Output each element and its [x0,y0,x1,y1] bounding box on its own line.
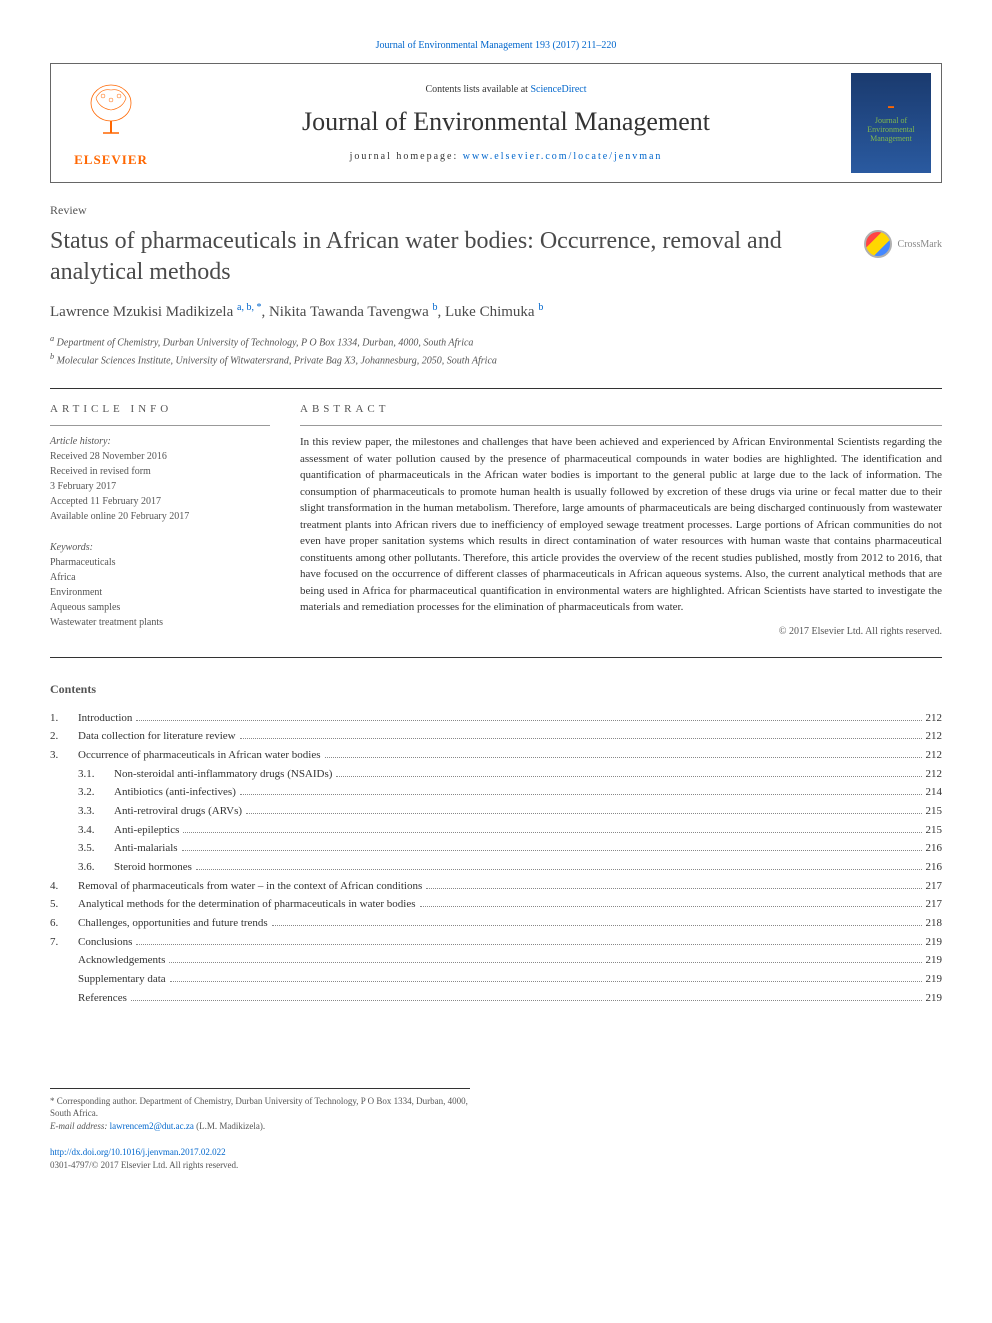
running-header[interactable]: Journal of Environmental Management 193 … [50,40,942,51]
cover-image: ▬ Journal of Environmental Management [851,73,931,173]
affiliations: a Department of Chemistry, Durban Univer… [50,333,942,368]
toc-subitem[interactable]: 3.4. Anti-epileptics 215 [50,821,942,840]
journal-homepage-line: journal homepage: www.elsevier.com/locat… [350,151,663,162]
toc-item[interactable]: 4. Removal of pharmaceuticals from water… [50,877,942,896]
doi-link[interactable]: http://dx.doi.org/10.1016/j.jenvman.2017… [50,1147,226,1157]
author-email-link[interactable]: lawrencem2@dut.ac.za [110,1121,194,1131]
toc-subitem[interactable]: 3.2. Antibiotics (anti-infectives) 214 [50,783,942,802]
table-of-contents: 1. Introduction 212 2. Data collection f… [50,709,942,1008]
toc-subitem[interactable]: 3.6. Steroid hormones 216 [50,858,942,877]
contents-heading: Contents [50,682,942,697]
crossmark-icon [864,230,892,258]
toc-item[interactable]: Supplementary data 219 [78,970,942,989]
toc-item[interactable]: 1. Introduction 212 [50,709,942,728]
abstract-text: In this review paper, the milestones and… [300,434,942,616]
crossmark-badge[interactable]: CrossMark [864,230,942,258]
journal-header: ELSEVIER Contents lists available at Sci… [50,63,942,183]
sciencedirect-link-line: Contents lists available at ScienceDirec… [425,84,586,95]
journal-homepage-link[interactable]: www.elsevier.com/locate/jenvman [463,151,663,162]
header-center: Contents lists available at ScienceDirec… [171,64,841,182]
corresponding-author-note: * Corresponding author. Department of Ch… [50,1095,470,1120]
toc-item[interactable]: Acknowledgements 219 [78,951,942,970]
toc-item[interactable]: 7. Conclusions 219 [50,933,942,952]
footnotes: * Corresponding author. Department of Ch… [50,1088,470,1172]
journal-title: Journal of Environmental Management [302,107,710,137]
toc-item[interactable]: 3. Occurrence of pharmaceuticals in Afri… [50,746,942,765]
issn-copyright: 0301-4797/© 2017 Elsevier Ltd. All right… [50,1160,238,1170]
author-list: Lawrence Mzukisi Madikizela a, b, *, Nik… [50,302,942,321]
divider [50,388,942,389]
article-info-heading: ARTICLE INFO [50,403,270,415]
article-title: Status of pharmaceuticals in African wat… [50,226,844,288]
divider [50,425,270,426]
keywords-block: Keywords: PharmaceuticalsAfricaEnvironme… [50,540,270,630]
publisher-name: ELSEVIER [74,152,148,168]
elsevier-tree-icon [81,78,141,148]
email-line: E-mail address: lawrencem2@dut.ac.za (L.… [50,1120,470,1133]
publisher-logo[interactable]: ELSEVIER [51,64,171,182]
crossmark-label: CrossMark [898,239,942,250]
toc-item[interactable]: 2. Data collection for literature review… [50,727,942,746]
toc-subitem[interactable]: 3.1. Non-steroidal anti-inflammatory dru… [50,765,942,784]
sciencedirect-link[interactable]: ScienceDirect [530,84,586,95]
toc-item[interactable]: 5. Analytical methods for the determinat… [50,895,942,914]
abstract-copyright: © 2017 Elsevier Ltd. All rights reserved… [300,626,942,637]
article-type: Review [50,203,942,218]
toc-subitem[interactable]: 3.5. Anti-malarials 216 [50,839,942,858]
toc-subitem[interactable]: 3.3. Anti-retroviral drugs (ARVs) 215 [50,802,942,821]
toc-item[interactable]: References 219 [78,989,942,1008]
abstract-heading: ABSTRACT [300,403,942,415]
divider [50,657,942,658]
toc-item[interactable]: 6. Challenges, opportunities and future … [50,914,942,933]
journal-cover-thumb[interactable]: ▬ Journal of Environmental Management [841,64,941,182]
article-history: Article history: Received 28 November 20… [50,434,270,524]
divider [300,425,942,426]
